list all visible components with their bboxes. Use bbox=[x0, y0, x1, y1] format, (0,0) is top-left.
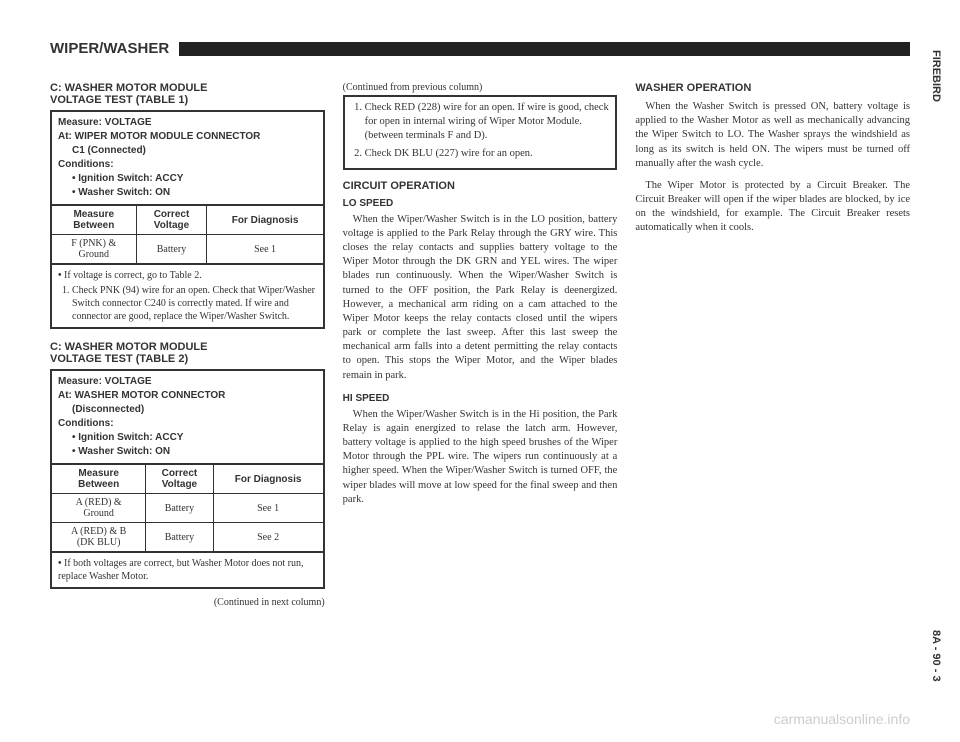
content-columns: C: WASHER MOTOR MODULE VOLTAGE TEST (TAB… bbox=[50, 82, 910, 608]
cell-diagnosis: See 2 bbox=[213, 523, 323, 552]
th-diagnosis: For Diagnosis bbox=[207, 206, 323, 235]
section-c-table2-title: C: WASHER MOTOR MODULE VOLTAGE TEST (TAB… bbox=[50, 341, 325, 365]
hi-speed-paragraph: When the Wiper/Washer Switch is in the H… bbox=[343, 408, 618, 507]
table-row: A (RED) &Ground Battery See 1 bbox=[52, 494, 323, 523]
footer-bullet: If voltage is correct, go to Table 2. bbox=[58, 269, 317, 282]
title-line2: VOLTAGE TEST (TABLE 1) bbox=[50, 94, 188, 106]
test-box-table2: Measure: VOLTAGE At: WASHER MOTOR CONNEC… bbox=[50, 369, 325, 589]
th-voltage: CorrectVoltage bbox=[136, 206, 207, 235]
cell-diagnosis: See 1 bbox=[213, 494, 323, 523]
title-line1: C: WASHER MOTOR MODULE bbox=[50, 341, 207, 353]
condition-2: Washer Switch: ON bbox=[72, 186, 317, 200]
section-c-table1-title: C: WASHER MOTOR MODULE VOLTAGE TEST (TAB… bbox=[50, 82, 325, 106]
cell-voltage: Battery bbox=[136, 235, 207, 264]
th-diagnosis: For Diagnosis bbox=[213, 465, 323, 494]
cell-voltage: Battery bbox=[146, 494, 213, 523]
measure-label: Measure: VOLTAGE bbox=[58, 375, 317, 389]
footer-bullet: If both voltages are correct, but Washer… bbox=[58, 557, 317, 583]
condition-1: Ignition Switch: ACCY bbox=[72, 172, 317, 186]
circuit-operation-heading: CIRCUIT OPERATION bbox=[343, 180, 618, 192]
th-measure: MeasureBetween bbox=[52, 465, 146, 494]
at-label: At: WASHER MOTOR CONNECTOR bbox=[58, 389, 317, 403]
table-header-row: MeasureBetween CorrectVoltage For Diagno… bbox=[52, 206, 323, 235]
at-sub: (Disconnected) bbox=[58, 403, 317, 417]
washer-operation-heading: WASHER OPERATION bbox=[635, 82, 910, 94]
at-sub: C1 (Connected) bbox=[58, 144, 317, 158]
test-box-table1: Measure: VOLTAGE At: WIPER MOTOR MODULE … bbox=[50, 110, 325, 329]
diagnosis-table-2: MeasureBetween CorrectVoltage For Diagno… bbox=[52, 464, 323, 552]
th-voltage: CorrectVoltage bbox=[146, 465, 213, 494]
header-title: WIPER/WASHER bbox=[50, 40, 169, 57]
conditions-label: Conditions: bbox=[58, 417, 317, 431]
side-vehicle-label: FIREBIRD bbox=[930, 50, 942, 102]
continued-from: (Continued from previous column) bbox=[343, 82, 618, 93]
side-page-number: 8A - 90 - 3 bbox=[930, 630, 942, 682]
condition-2: Washer Switch: ON bbox=[72, 445, 317, 459]
cell-measure: F (PNK) &Ground bbox=[52, 235, 136, 264]
footer-step-1: Check PNK (94) wire for an open. Check t… bbox=[72, 284, 317, 323]
table-header-row: MeasureBetween CorrectVoltage For Diagno… bbox=[52, 465, 323, 494]
test-box1-header: Measure: VOLTAGE At: WIPER MOTOR MODULE … bbox=[52, 112, 323, 205]
cell-measure: A (RED) & B(DK BLU) bbox=[52, 523, 146, 552]
table-row: F (PNK) &Ground Battery See 1 bbox=[52, 235, 323, 264]
continued-steps-box: Check RED (228) wire for an open. If wir… bbox=[343, 95, 618, 170]
title-line2: VOLTAGE TEST (TABLE 2) bbox=[50, 353, 188, 365]
diagnosis-table-1: MeasureBetween CorrectVoltage For Diagno… bbox=[52, 205, 323, 264]
cell-measure: A (RED) &Ground bbox=[52, 494, 146, 523]
test-box2-footer: If both voltages are correct, but Washer… bbox=[52, 552, 323, 587]
step-1: Check RED (228) wire for an open. If wir… bbox=[365, 101, 610, 144]
table-row: A (RED) & B(DK BLU) Battery See 2 bbox=[52, 523, 323, 552]
continued-next: (Continued in next column) bbox=[50, 597, 325, 608]
step-2: Check DK BLU (227) wire for an open. bbox=[365, 147, 610, 161]
header-bar bbox=[179, 42, 910, 56]
conditions-label: Conditions: bbox=[58, 158, 317, 172]
test-box2-header: Measure: VOLTAGE At: WASHER MOTOR CONNEC… bbox=[52, 371, 323, 464]
column-2: (Continued from previous column) Check R… bbox=[343, 82, 618, 608]
cell-diagnosis: See 1 bbox=[207, 235, 323, 264]
lo-speed-heading: LO SPEED bbox=[343, 198, 618, 209]
column-1: C: WASHER MOTOR MODULE VOLTAGE TEST (TAB… bbox=[50, 82, 325, 608]
title-line1: C: WASHER MOTOR MODULE bbox=[50, 82, 207, 94]
washer-paragraph-1: When the Washer Switch is pressed ON, ba… bbox=[635, 100, 910, 171]
washer-paragraph-2: The Wiper Motor is protected by a Circui… bbox=[635, 179, 910, 236]
page-header: WIPER/WASHER bbox=[50, 40, 910, 57]
cell-voltage: Battery bbox=[146, 523, 213, 552]
lo-speed-paragraph: When the Wiper/Washer Switch is in the L… bbox=[343, 213, 618, 383]
watermark: carmanualsonline.info bbox=[774, 711, 910, 727]
at-label: At: WIPER MOTOR MODULE CONNECTOR bbox=[58, 131, 260, 142]
column-3: WASHER OPERATION When the Washer Switch … bbox=[635, 82, 910, 608]
hi-speed-heading: HI SPEED bbox=[343, 393, 618, 404]
condition-1: Ignition Switch: ACCY bbox=[72, 431, 317, 445]
th-measure: MeasureBetween bbox=[52, 206, 136, 235]
test-box1-footer: If voltage is correct, go to Table 2. Ch… bbox=[52, 264, 323, 327]
measure-label: Measure: VOLTAGE bbox=[58, 116, 317, 130]
